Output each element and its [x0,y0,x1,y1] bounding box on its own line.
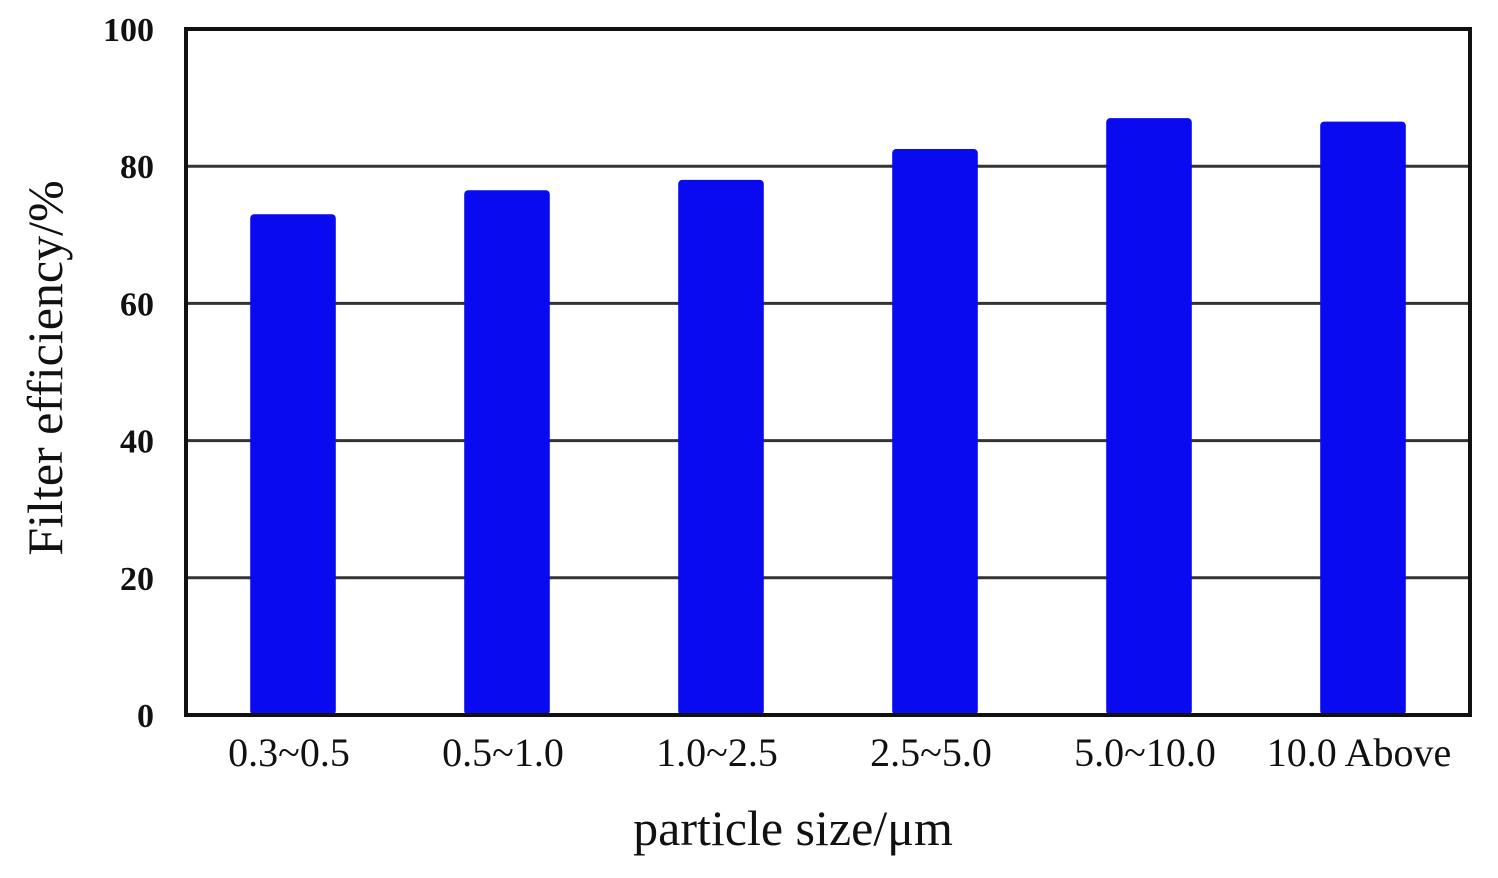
y-tick-label: 60 [120,286,154,323]
gridlines [186,164,1470,580]
x-axis-label: particle size/μm [633,800,953,856]
y-tick-label: 0 [137,698,154,735]
y-tick-label: 100 [103,12,154,49]
x-tick-label: 0.5~1.0 [442,730,564,775]
x-tick-label: 1.0~2.5 [656,730,778,775]
y-tick-label: 80 [120,149,154,186]
x-tick-label: 2.5~5.0 [870,730,992,775]
bar [1106,118,1192,716]
x-tick-labels: 0.3~0.5 0.5~1.0 1.0~2.5 2.5~5.0 5.0~10.0 10.0… [228,730,1451,775]
x-tick-label: 10.0 Above [1267,730,1451,775]
bar [678,179,764,716]
x-tick-label: 5.0~10.0 [1074,730,1216,775]
bars [250,118,1406,716]
bar [250,214,336,715]
bar [464,190,550,715]
bar [892,149,978,716]
bar [1320,121,1406,716]
x-tick-label: 0.3~0.5 [228,730,350,775]
y-axis-label: Filter efficiency/% [17,180,73,555]
plot-frame [184,27,1472,717]
y-tick-label: 40 [120,424,154,461]
y-tick-labels: 0 20 40 60 80 100 [103,12,154,735]
y-tick-label: 20 [120,561,154,598]
